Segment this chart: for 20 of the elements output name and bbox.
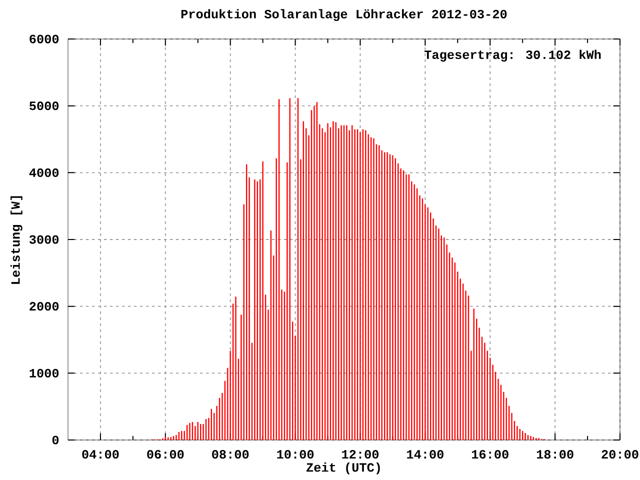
x-axis-title: Zeit (UTC) bbox=[306, 462, 380, 474]
x-tick-label: 16:00 bbox=[472, 450, 508, 459]
y-tick-label: 4000 bbox=[29, 168, 59, 177]
x-tick-label: 10:00 bbox=[277, 450, 314, 459]
y-tick-label: 6000 bbox=[30, 34, 59, 44]
y-tick-label: 1000 bbox=[30, 368, 59, 378]
y-tick-label: 2000 bbox=[30, 302, 59, 311]
x-tick-label: 06:00 bbox=[147, 450, 184, 459]
x-tick-label: 18:00 bbox=[536, 450, 574, 459]
x-tick-label: 04:00 bbox=[82, 450, 119, 459]
x-tick-label: 12:00 bbox=[342, 450, 379, 459]
x-tick-label: 20:00 bbox=[602, 450, 638, 459]
chart-title: Produktion Solaranlage Löhracker 2012-03-20 bbox=[181, 9, 507, 21]
x-tick-label: 14:00 bbox=[407, 450, 444, 459]
y-tick-label: 0 bbox=[52, 436, 59, 444]
annotation: Tagesertrag: 30.102 kWh bbox=[424, 50, 601, 62]
y-axis-title: Leistung [W] bbox=[10, 196, 22, 284]
y-tick-label: 5000 bbox=[30, 102, 59, 110]
x-tick-label: 08:00 bbox=[212, 450, 249, 459]
y-tick-label: 3000 bbox=[29, 235, 59, 244]
